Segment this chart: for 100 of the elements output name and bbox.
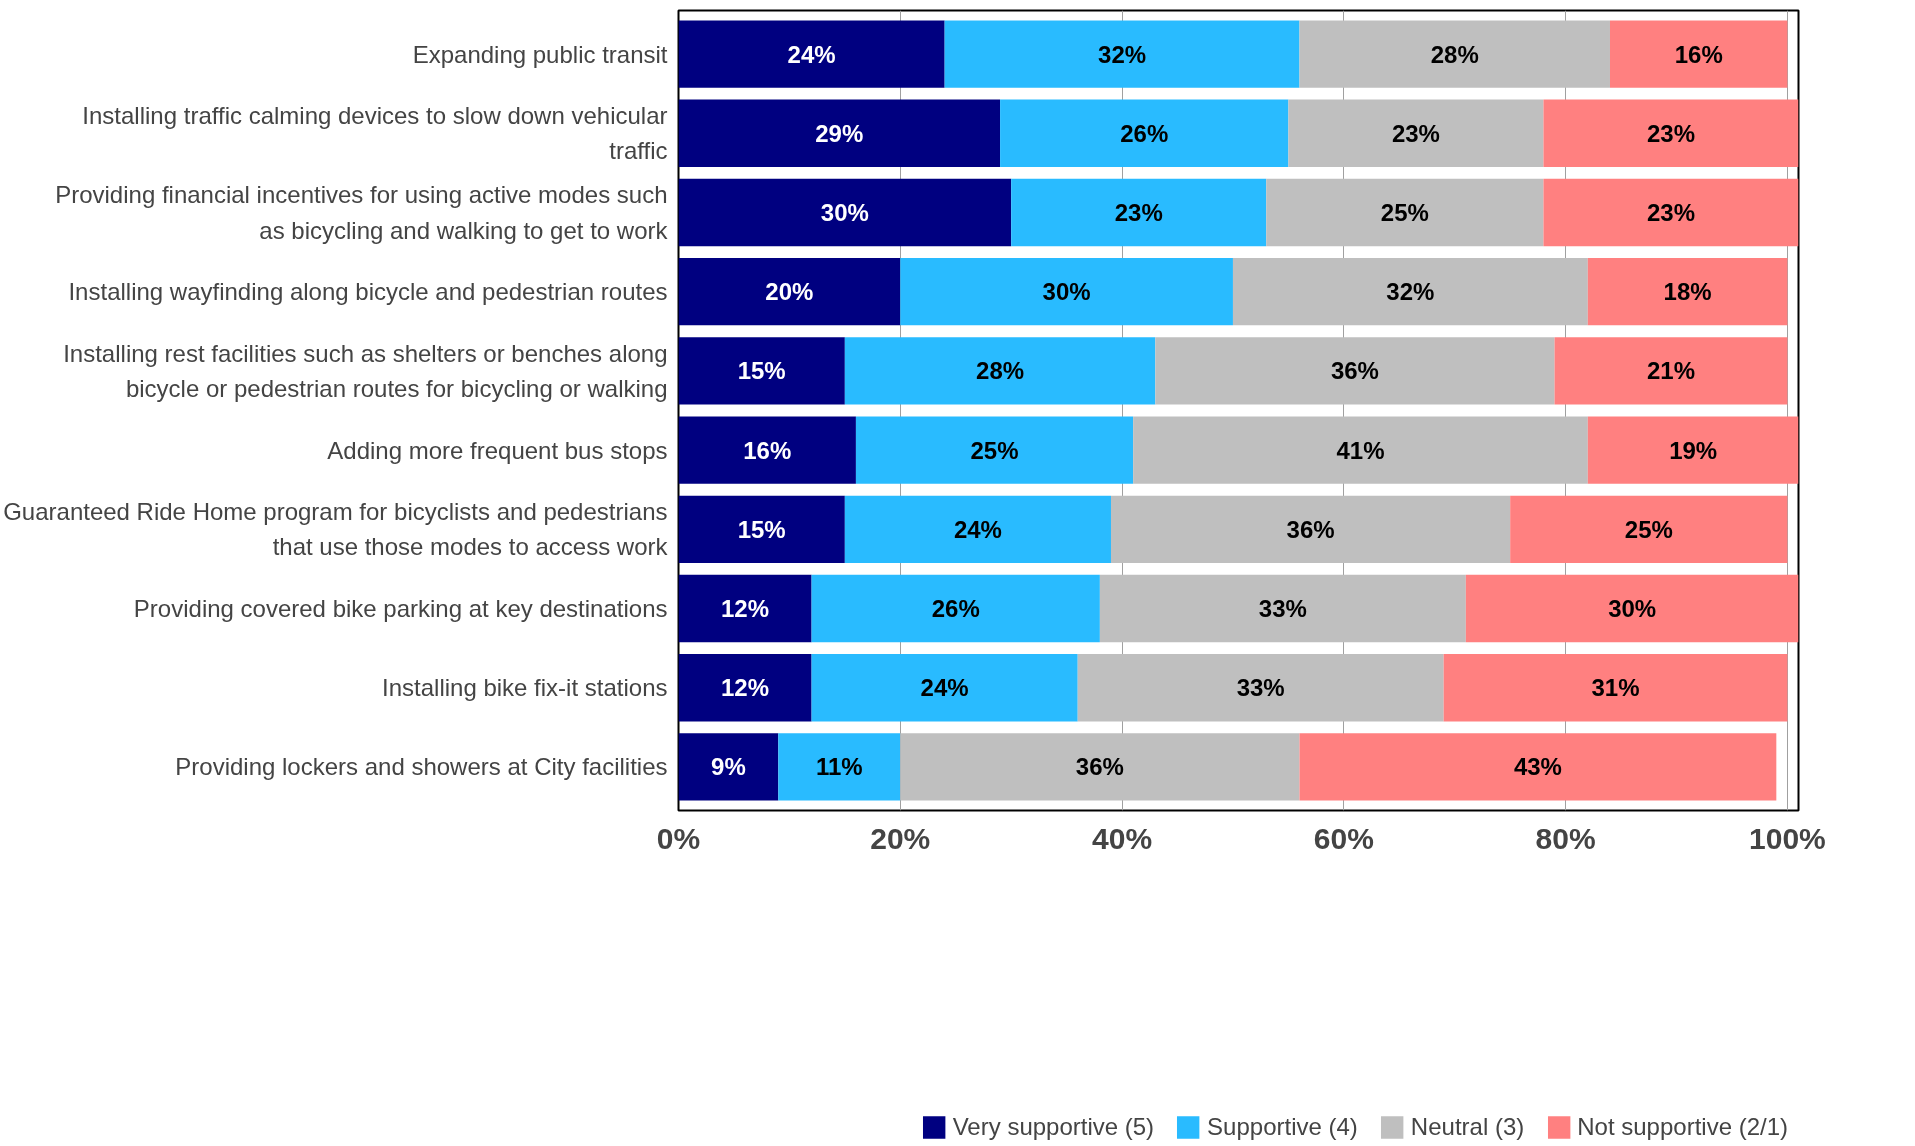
bar	[678, 99, 1001, 167]
data-label: 26%	[931, 595, 980, 623]
data-label: 23%	[1114, 198, 1163, 226]
bar	[1011, 178, 1267, 247]
bar	[1587, 258, 1788, 326]
bar	[1554, 337, 1788, 405]
bar	[678, 574, 812, 643]
data-label: 28%	[976, 357, 1025, 385]
data-label: 31%	[1591, 674, 1640, 702]
bar	[678, 337, 845, 405]
x-tick-label: 100%	[1749, 821, 1826, 855]
data-label: 15%	[737, 357, 786, 385]
data-label: 25%	[1380, 198, 1429, 226]
data-label: 23%	[1646, 198, 1695, 226]
x-tick-label: 40%	[1092, 821, 1153, 855]
x-tick-label: 20%	[870, 821, 931, 855]
bar	[1110, 495, 1511, 563]
bar	[900, 258, 1233, 326]
y-tick-label: Providing lockers and showers at City facilities	[175, 753, 668, 781]
bar	[1299, 733, 1777, 801]
y-tick-label: Expanding public transit	[412, 40, 668, 68]
legend-label: Neutral (3)	[1410, 1113, 1525, 1141]
data-label: 36%	[1075, 753, 1124, 781]
x-tick-label: 80%	[1535, 821, 1596, 855]
bar	[1443, 654, 1788, 722]
bar	[1299, 20, 1610, 88]
bar	[678, 654, 812, 722]
bar	[1099, 574, 1466, 643]
y-tick-label: Guaranteed Ride Home program for bicyclists and pedestrians that use those modes to access work	[3, 498, 669, 561]
legend-label: Very supportive (5)	[952, 1113, 1155, 1141]
data-label: 25%	[970, 436, 1019, 464]
data-label: 23%	[1391, 119, 1440, 147]
y-tick-label: Providing covered bike parking at key destinations	[133, 595, 668, 623]
bar	[1510, 495, 1788, 563]
bar	[1077, 654, 1444, 722]
legend-label: Supportive (4)	[1207, 1113, 1358, 1141]
data-label: 30%	[1042, 278, 1091, 306]
legend-label: Not supportive (2/1)	[1577, 1113, 1788, 1141]
data-label: 32%	[1386, 278, 1435, 306]
bar	[811, 654, 1078, 722]
data-label: 12%	[721, 674, 770, 702]
data-label: 30%	[1608, 595, 1657, 623]
y-tick-label: Providing financial incentives for using active modes such as bicycling and walking to get to work	[55, 181, 669, 244]
x-tick-label: 60%	[1313, 821, 1374, 855]
bar	[1609, 20, 1788, 88]
bar	[678, 258, 901, 326]
data-label: 24%	[953, 515, 1002, 543]
data-label: 30%	[820, 198, 869, 226]
data-label: 11%	[815, 753, 863, 781]
x-tick-label: 0%	[656, 821, 701, 855]
data-label: 24%	[787, 40, 836, 68]
data-label: 33%	[1236, 674, 1285, 702]
data-label: 18%	[1663, 278, 1712, 306]
bar	[1543, 99, 1799, 167]
bar	[1465, 574, 1799, 643]
y-tick-label: Installing rest facilities such as shelters or benches along bicycle or pedestrian routes for bicycling or walking	[63, 339, 668, 402]
bar	[1232, 258, 1588, 326]
data-label: 20%	[765, 278, 814, 306]
bar	[678, 495, 845, 563]
bar	[1000, 99, 1289, 167]
bar	[678, 733, 779, 801]
data-label: 26%	[1120, 119, 1169, 147]
bar	[1288, 99, 1544, 167]
data-label: 16%	[1674, 40, 1723, 68]
bar	[944, 20, 1300, 88]
data-label: 36%	[1330, 357, 1379, 385]
data-label: 16%	[743, 436, 792, 464]
bar	[844, 337, 1156, 405]
bar	[811, 574, 1100, 643]
bar	[844, 495, 1111, 563]
y-tick-label: Installing traffic calming devices to slow down vehicular traffic	[82, 102, 668, 165]
y-tick-label: Installing bike fix-it stations	[382, 674, 668, 702]
data-label: 33%	[1258, 595, 1307, 623]
data-label: 23%	[1646, 119, 1695, 147]
data-label: 25%	[1624, 515, 1673, 543]
bar	[778, 733, 901, 801]
y-tick-label: Installing wayfinding along bicycle and pedestrian routes	[68, 278, 668, 306]
data-label: 15%	[737, 515, 786, 543]
data-label: 12%	[721, 595, 770, 623]
data-label: 36%	[1286, 515, 1335, 543]
bar	[855, 416, 1134, 484]
bar	[900, 733, 1300, 801]
data-label: 43%	[1513, 753, 1562, 781]
bar	[1155, 337, 1555, 405]
data-label: 41%	[1336, 436, 1385, 464]
bar	[678, 20, 945, 88]
data-label: 9%	[711, 753, 746, 781]
bar	[1133, 416, 1588, 484]
data-label: 21%	[1646, 357, 1695, 385]
bar	[1587, 416, 1799, 484]
y-tick-label: Adding more frequent bus stops	[327, 436, 668, 464]
bar	[678, 416, 856, 484]
data-label: 24%	[920, 674, 969, 702]
data-label: 19%	[1669, 436, 1718, 464]
data-label: 29%	[815, 119, 864, 147]
bar	[1266, 178, 1544, 247]
bar	[678, 178, 1012, 247]
data-label: 28%	[1430, 40, 1479, 68]
bar	[1543, 178, 1799, 247]
data-label: 32%	[1098, 40, 1147, 68]
